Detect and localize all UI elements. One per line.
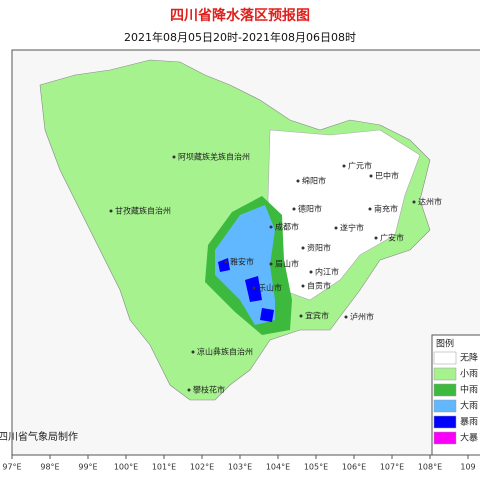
place-label: 雅安市 (230, 257, 254, 267)
place-label: 自贡市 (307, 281, 331, 291)
city-dot (172, 155, 176, 159)
city-dot (191, 350, 195, 354)
title: 四川省降水落区预报图 (170, 7, 310, 24)
lon-label: 97°E (2, 463, 21, 472)
city-dot (301, 284, 305, 288)
legend-label: 暴雨 (460, 417, 478, 428)
city-dot (269, 262, 273, 266)
legend-swatch (433, 383, 457, 397)
place-label: 内江市 (315, 267, 339, 277)
lon-label: 104°E (266, 463, 290, 472)
place-label: 达州市 (418, 197, 442, 207)
legend-title: 图例 (436, 338, 454, 350)
place-label: 绵阳市 (302, 176, 326, 186)
lon-label: 101°E (152, 463, 176, 472)
subtitle: 2021年08月05日20时-2021年08月06日08时 (124, 30, 356, 44)
legend-swatch (433, 367, 457, 381)
legend-swatch (433, 351, 457, 365)
city-dot (252, 286, 256, 290)
place-label: 巴中市 (375, 171, 399, 181)
legend-label: 小雨 (460, 369, 478, 380)
place-label: 南充市 (374, 204, 398, 214)
legend-label: 大暴 (460, 432, 478, 444)
lon-label: 108°E (418, 463, 442, 472)
lon-label: 109 (460, 463, 475, 472)
place-label: 广元市 (348, 161, 372, 171)
place-label: 甘孜藏族自治州 (115, 206, 171, 216)
legend-label: 大雨 (460, 400, 478, 412)
legend-swatch (433, 399, 457, 413)
city-dot (292, 207, 296, 211)
city-dot (301, 246, 305, 250)
legend-swatch (433, 431, 457, 445)
city-dot (299, 314, 303, 318)
place-label: 资阳市 (307, 243, 331, 253)
place-label: 眉山市 (275, 259, 299, 269)
lon-label: 106°E (342, 463, 366, 472)
city-dot (344, 315, 348, 319)
city-dot (334, 226, 338, 230)
city-dot (269, 225, 273, 229)
lon-label: 98°E (40, 463, 59, 472)
area-storm (260, 308, 274, 322)
city-dot (412, 200, 416, 204)
place-label: 德阳市 (298, 204, 322, 214)
lon-label: 105°E (304, 463, 328, 472)
city-dot (369, 174, 373, 178)
place-label: 成都市 (275, 222, 299, 232)
city-dot (309, 270, 313, 274)
city-dot (374, 236, 378, 240)
legend-swatch (433, 415, 457, 429)
place-label: 乐山市 (258, 283, 282, 293)
place-label: 遂宁市 (340, 223, 364, 233)
place-label: 广安市 (380, 233, 404, 243)
lon-label: 100°E (114, 463, 138, 472)
city-dot (187, 388, 191, 392)
legend-label: 无降 (460, 352, 478, 364)
city-dot (109, 209, 113, 213)
place-label: 宜宾市 (305, 311, 329, 321)
place-label: 攀枝花市 (193, 385, 225, 395)
lon-label: 107°E (380, 463, 404, 472)
city-dot (342, 164, 346, 168)
legend-label: 中雨 (460, 384, 478, 396)
city-dot (224, 260, 228, 264)
city-dot (296, 179, 300, 183)
city-dot (368, 207, 372, 211)
place-label: 泸州市 (350, 312, 374, 322)
place-label: 阿坝藏族羌族自治州 (178, 152, 250, 162)
place-label: 凉山彝族自治州 (197, 347, 253, 357)
lon-label: 99°E (78, 463, 97, 472)
footer: 四川省气象局制作 (0, 430, 78, 443)
lon-label: 102°E (190, 463, 214, 472)
lon-label: 103°E (228, 463, 252, 472)
